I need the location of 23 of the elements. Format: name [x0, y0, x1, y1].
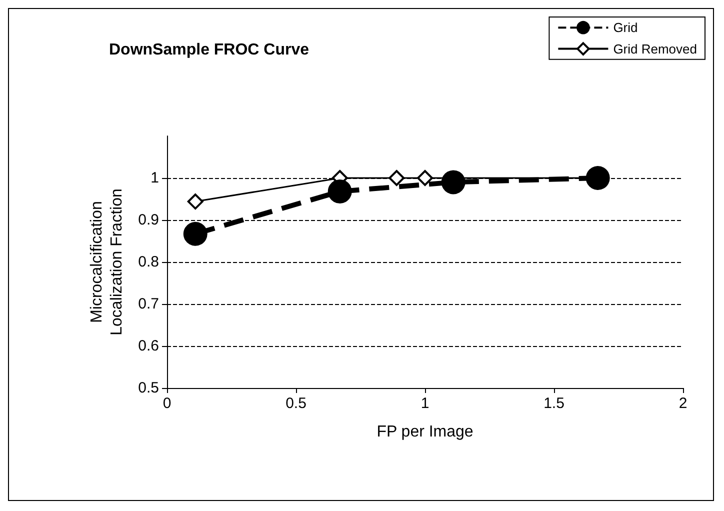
- x-axis-title: FP per Image: [376, 424, 474, 440]
- legend-label: Grid Removed: [613, 41, 698, 56]
- y-tick-label: 1: [150, 170, 159, 186]
- y-tick-label: 0.6: [138, 338, 159, 354]
- y-tick-label: 0.7: [138, 296, 159, 312]
- y-tick-label: 0.9: [138, 212, 159, 228]
- x-tick-label: 0: [162, 395, 172, 412]
- y-axis-title: Microcalcification Localization Fraction: [88, 188, 126, 336]
- chart-title: DownSample FROC Curve: [109, 42, 310, 58]
- point: [187, 194, 204, 210]
- point: [417, 170, 433, 186]
- y-tick-label: 0.8: [138, 254, 159, 270]
- point: [328, 179, 352, 204]
- x-tick-label: 0.5: [286, 395, 306, 412]
- x-tick-label: 2: [678, 395, 688, 412]
- point: [388, 170, 405, 186]
- point: [183, 222, 208, 246]
- point: [586, 166, 610, 190]
- y-tick-label: 0.5: [138, 380, 159, 396]
- x-tick-label: 1.5: [544, 395, 564, 412]
- x-tick-label: 1: [420, 395, 430, 412]
- legend-label: Grid: [613, 20, 638, 36]
- point: [441, 170, 466, 194]
